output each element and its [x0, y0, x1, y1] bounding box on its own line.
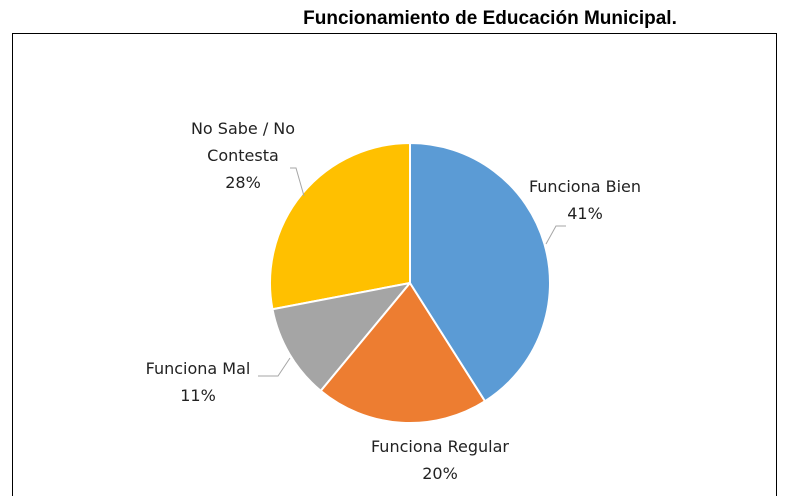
chart-frame: [12, 33, 777, 496]
category-label: Funciona Mal: [145, 359, 251, 378]
pie-slice: [319, 281, 487, 424]
value-label: 28%: [225, 173, 261, 192]
leader-line: [545, 225, 566, 245]
category-label: No Sabe / No Contesta: [190, 119, 296, 165]
slice-label: Funciona Regular 20%: [340, 433, 540, 487]
value-label: 20%: [422, 464, 458, 483]
slice-label: Funciona Bien 41%: [510, 173, 660, 227]
leader-line: [258, 357, 291, 377]
slice-label: Funciona Mal 11%: [118, 355, 278, 409]
chart-title: Funcionamiento de Educación Municipal.: [303, 8, 677, 29]
pie-slice: [269, 141, 411, 311]
value-label: 11%: [180, 386, 216, 405]
pie-slice: [409, 141, 551, 403]
slice-label: No Sabe / No Contesta 28%: [175, 115, 311, 196]
leader-line: [290, 167, 305, 197]
category-label: Funciona Bien: [528, 177, 642, 196]
category-label: Funciona Regular: [370, 437, 510, 456]
pie-slice: [271, 281, 413, 393]
value-label: 41%: [567, 204, 603, 223]
leader-lines: [258, 167, 566, 377]
